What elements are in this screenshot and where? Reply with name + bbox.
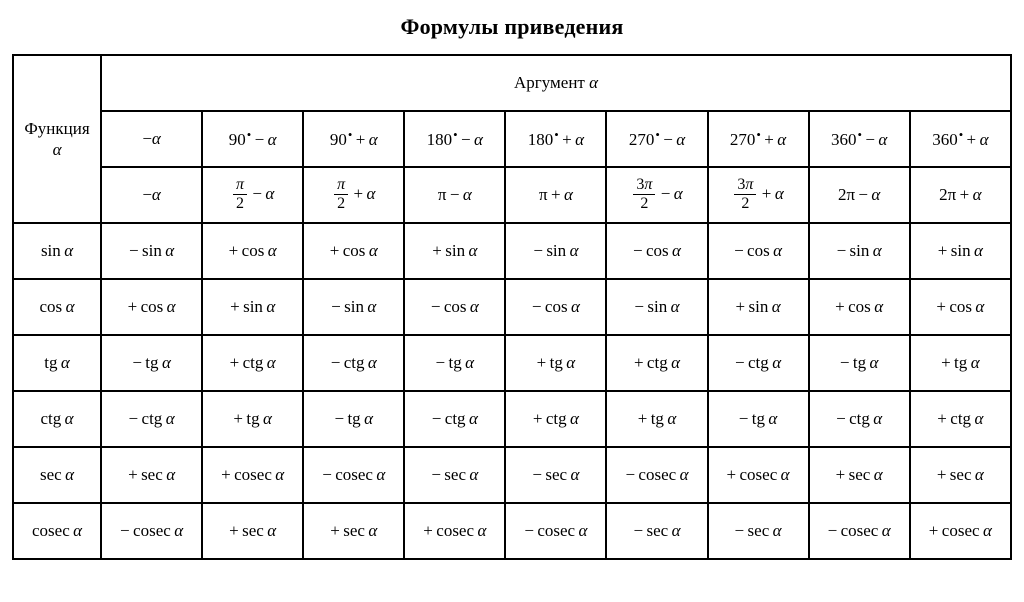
header-row-top: Функция α Аргумент α <box>13 55 1011 111</box>
cell-r2-c6: − ctg α <box>708 335 809 391</box>
cell-r0-c0: − sin α <box>101 223 202 279</box>
cell-r0-c8: + sin α <box>910 223 1011 279</box>
func-label-row-4: sec α <box>13 447 101 503</box>
cell-r1-c5: − sin α <box>606 279 707 335</box>
cell-r3-c8: + ctg α <box>910 391 1011 447</box>
cell-r0-c3: + sin α <box>404 223 505 279</box>
func-label-row-2: tg α <box>13 335 101 391</box>
cell-r0-c5: − cos α <box>606 223 707 279</box>
cell-r2-c3: − tg α <box>404 335 505 391</box>
cell-r4-c8: + sec α <box>910 447 1011 503</box>
arg-rad-col-8: 2π + α <box>910 167 1011 223</box>
cell-r0-c1: + cos α <box>202 223 303 279</box>
argument-header-label: Аргумент α <box>514 73 598 92</box>
cell-r4-c2: − cosec α <box>303 447 404 503</box>
cell-r4-c0: + sec α <box>101 447 202 503</box>
func-label-row-5: cosec α <box>13 503 101 559</box>
function-header-alpha: α <box>53 140 62 159</box>
arg-deg-col-8: 360• + α <box>910 111 1011 167</box>
arg-deg-col-2: 90• + α <box>303 111 404 167</box>
cell-r2-c8: + tg α <box>910 335 1011 391</box>
cell-r2-c2: − ctg α <box>303 335 404 391</box>
cell-r1-c2: − sin α <box>303 279 404 335</box>
func-label-row-3: ctg α <box>13 391 101 447</box>
cell-r4-c4: − sec α <box>505 447 606 503</box>
cell-r3-c0: − ctg α <box>101 391 202 447</box>
cell-r4-c7: + sec α <box>809 447 910 503</box>
header-row-radians: −απ2 − απ2 + απ − απ + α3π2 − α3π2 + α2π… <box>13 167 1011 223</box>
arg-rad-col-3: π − α <box>404 167 505 223</box>
cell-r1-c1: + sin α <box>202 279 303 335</box>
arg-rad-col-2: π2 + α <box>303 167 404 223</box>
arg-deg-col-0: −α <box>101 111 202 167</box>
cell-r2-c0: − tg α <box>101 335 202 391</box>
cell-r3-c5: + tg α <box>606 391 707 447</box>
cell-r1-c7: + cos α <box>809 279 910 335</box>
cell-r5-c3: + cosec α <box>404 503 505 559</box>
header-row-degrees: −α90• − α90• + α180• − α180• + α270• − α… <box>13 111 1011 167</box>
cell-r2-c5: + ctg α <box>606 335 707 391</box>
cell-r0-c4: − sin α <box>505 223 606 279</box>
arg-deg-col-4: 180• + α <box>505 111 606 167</box>
cell-r4-c5: − cosec α <box>606 447 707 503</box>
cell-r1-c3: − cos α <box>404 279 505 335</box>
cell-r2-c7: − tg α <box>809 335 910 391</box>
arg-rad-col-1: π2 − α <box>202 167 303 223</box>
cell-r3-c4: + ctg α <box>505 391 606 447</box>
arg-deg-col-3: 180• − α <box>404 111 505 167</box>
cell-r1-c6: + sin α <box>708 279 809 335</box>
arg-rad-col-7: 2π − α <box>809 167 910 223</box>
arg-deg-col-5: 270• − α <box>606 111 707 167</box>
function-header-label: Функция <box>24 119 89 138</box>
cell-r0-c2: + cos α <box>303 223 404 279</box>
arg-rad-col-0: −α <box>101 167 202 223</box>
arg-deg-col-1: 90• − α <box>202 111 303 167</box>
argument-header: Аргумент α <box>101 55 1011 111</box>
table-row: ctg α− ctg α+ tg α− tg α− ctg α+ ctg α+ … <box>13 391 1011 447</box>
table-body: sin α− sin α+ cos α+ cos α+ sin α− sin α… <box>13 223 1011 559</box>
page-title: Формулы приведения <box>12 14 1012 40</box>
cell-r2-c4: + tg α <box>505 335 606 391</box>
cell-r2-c1: + ctg α <box>202 335 303 391</box>
cell-r5-c4: − cosec α <box>505 503 606 559</box>
table-row: sec α+ sec α+ cosec α− cosec α− sec α− s… <box>13 447 1011 503</box>
arg-rad-col-5: 3π2 − α <box>606 167 707 223</box>
cell-r5-c5: − sec α <box>606 503 707 559</box>
arg-rad-col-4: π + α <box>505 167 606 223</box>
cell-r3-c3: − ctg α <box>404 391 505 447</box>
cell-r5-c2: + sec α <box>303 503 404 559</box>
cell-r1-c0: + cos α <box>101 279 202 335</box>
table-row: cosec α− cosec α+ sec α+ sec α+ cosec α−… <box>13 503 1011 559</box>
cell-r1-c8: + cos α <box>910 279 1011 335</box>
table-row: cos α+ cos α+ sin α− sin α− cos α− cos α… <box>13 279 1011 335</box>
cell-r0-c7: − sin α <box>809 223 910 279</box>
table-row: sin α− sin α+ cos α+ cos α+ sin α− sin α… <box>13 223 1011 279</box>
cell-r5-c6: − sec α <box>708 503 809 559</box>
cell-r1-c4: − cos α <box>505 279 606 335</box>
arg-deg-col-7: 360• − α <box>809 111 910 167</box>
cell-r3-c1: + tg α <box>202 391 303 447</box>
cell-r3-c2: − tg α <box>303 391 404 447</box>
function-col-header: Функция α <box>13 55 101 223</box>
cell-r3-c7: − ctg α <box>809 391 910 447</box>
cell-r3-c6: − tg α <box>708 391 809 447</box>
cell-r4-c1: + cosec α <box>202 447 303 503</box>
arg-deg-col-6: 270• + α <box>708 111 809 167</box>
cell-r5-c8: + cosec α <box>910 503 1011 559</box>
arg-rad-col-6: 3π2 + α <box>708 167 809 223</box>
cell-r5-c0: − cosec α <box>101 503 202 559</box>
cell-r0-c6: − cos α <box>708 223 809 279</box>
cell-r4-c6: + cosec α <box>708 447 809 503</box>
reduction-formulas-table: Функция α Аргумент α −α90• − α90• + α180… <box>12 54 1012 560</box>
cell-r5-c1: + sec α <box>202 503 303 559</box>
func-label-row-1: cos α <box>13 279 101 335</box>
table-row: tg α− tg α+ ctg α− ctg α− tg α+ tg α+ ct… <box>13 335 1011 391</box>
func-label-row-0: sin α <box>13 223 101 279</box>
cell-r4-c3: − sec α <box>404 447 505 503</box>
cell-r5-c7: − cosec α <box>809 503 910 559</box>
